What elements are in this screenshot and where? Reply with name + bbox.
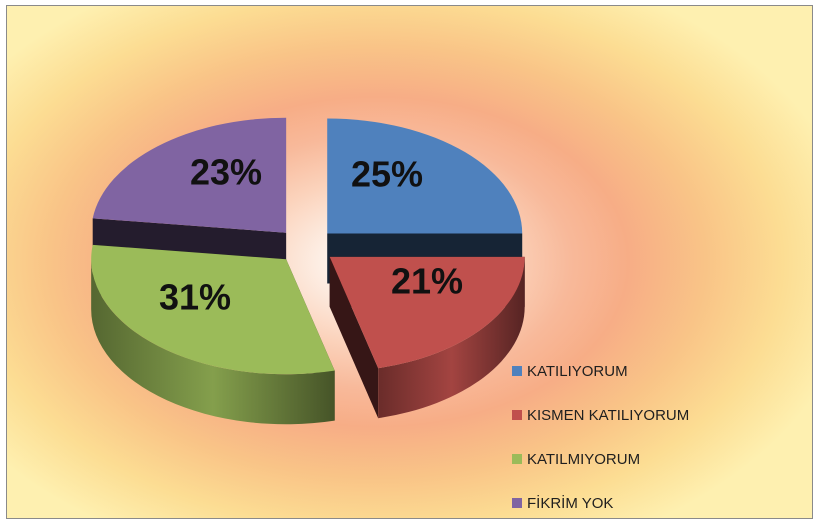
legend-label-fikrim-yok: FİKRİM YOK: [527, 494, 614, 512]
legend-item-katilmiyorum: KATILMIYORUM: [512, 448, 689, 470]
legend-item-kismen-katiliyorum: KISMEN KATILIYORUM: [512, 404, 689, 426]
pie-chart: 25% 21% 31% 23%: [91, 117, 525, 425]
pie-slice-top-fikrim-yok: [92, 117, 287, 233]
legend-label-katiliyorum: KATILIYORUM: [527, 362, 628, 380]
pie-slice-katilmiyorum: [91, 244, 335, 425]
data-label-katiliyorum: 25%: [351, 154, 423, 195]
legend-item-fikrim-yok: FİKRİM YOK: [512, 492, 689, 514]
pie-slice-top-katiliyorum: [327, 118, 523, 234]
pie-slice-wall-kismen-katiliyorum-end: [329, 256, 379, 419]
legend-swatch-fikrim-yok: [512, 498, 522, 508]
legend-label-kismen-katiliyorum: KISMEN KATILIYORUM: [527, 406, 690, 424]
data-label-kismen-katiliyorum: 21%: [391, 261, 463, 302]
chart-legend: KATILIYORUM KISMEN KATILIYORUM KATILMIYO…: [512, 360, 689, 518]
legend-item-katiliyorum: KATILIYORUM: [512, 360, 689, 382]
pie-slice-side-kismen-katiliyorum: [378, 256, 525, 419]
chart-area: 25% 21% 31% 23% KATILIYORUM KISMEN KATILIYO…: [6, 5, 813, 519]
pie-slice-top-katilmiyorum: [91, 244, 335, 375]
pie-slice-side-katilmiyorum: [91, 259, 335, 425]
legend-label-katilmiyorum: KATILMIYORUM: [527, 450, 641, 468]
data-label-katilmiyorum: 31%: [159, 277, 231, 318]
pie-slice-kismen-katiliyorum: [329, 256, 525, 419]
pie-slice-top-kismen-katiliyorum: [329, 256, 525, 369]
data-label-fikrim-yok: 23%: [190, 152, 262, 193]
legend-swatch-katiliyorum: [512, 366, 522, 376]
legend-swatch-kismen-katiliyorum: [512, 410, 522, 420]
legend-swatch-katilmiyorum: [512, 454, 522, 464]
